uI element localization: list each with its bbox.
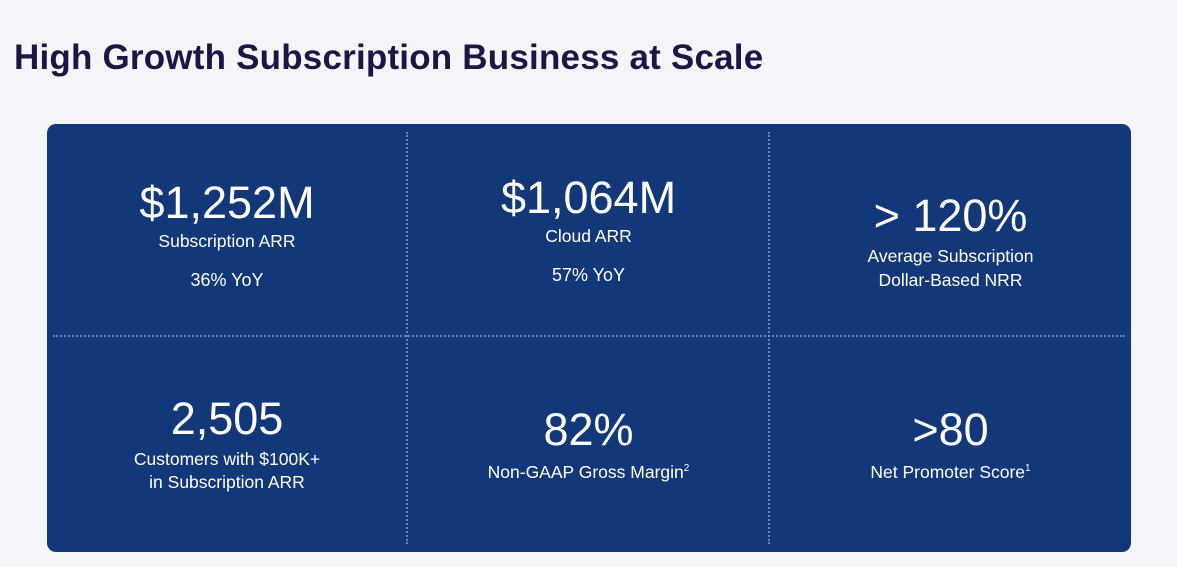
metrics-panel: $1,252M Subscription ARR 36% YoY $1,064M… [47,124,1131,552]
metric-growth: 36% YoY [190,269,264,290]
row-divider [53,335,1125,337]
metric-label: Average Subscription Dollar-Based NRR [867,246,1034,290]
metric-label: Customers with $100K+ in Subscription AR… [133,448,321,493]
metric-customers: 2,505 Customers with $100K+ in Subscript… [47,337,407,552]
metric-value: 2,505 [170,392,284,444]
metric-nps: >80 Net Promoter Score1 [770,337,1131,552]
column-divider [768,132,770,544]
metric-growth: 57% YoY [551,264,626,285]
metric-gross-margin: 82% Non-GAAP Gross Margin2 [408,337,769,552]
metric-label: Subscription ARR [158,231,296,252]
metric-label: Non-GAAP Gross Margin [487,462,684,483]
metric-label-row: Net Promoter Score1 [870,461,1030,484]
metric-label-row: Non-GAAP Gross Margin2 [488,461,690,484]
footnote-marker: 1 [1025,463,1031,475]
metric-cloud-arr: $1,064M Cloud ARR 57% YoY [408,124,769,336]
metric-subscription-arr: $1,252M Subscription ARR 36% YoY [47,124,407,336]
metric-label: Net Promoter Score [870,462,1026,483]
metric-value: >80 [912,404,989,456]
metric-value: $1,064M [500,172,677,224]
metric-nrr: > 120% Average Subscription Dollar-Based… [770,124,1131,336]
column-divider [406,132,408,544]
footnote-marker: 2 [683,463,690,475]
metric-value: $1,252M [139,177,315,229]
metric-value: > 120% [873,190,1028,242]
metric-value: 82% [543,404,634,456]
page-title: High Growth Subscription Business at Sca… [14,38,764,77]
metric-label: Cloud ARR [545,226,632,247]
